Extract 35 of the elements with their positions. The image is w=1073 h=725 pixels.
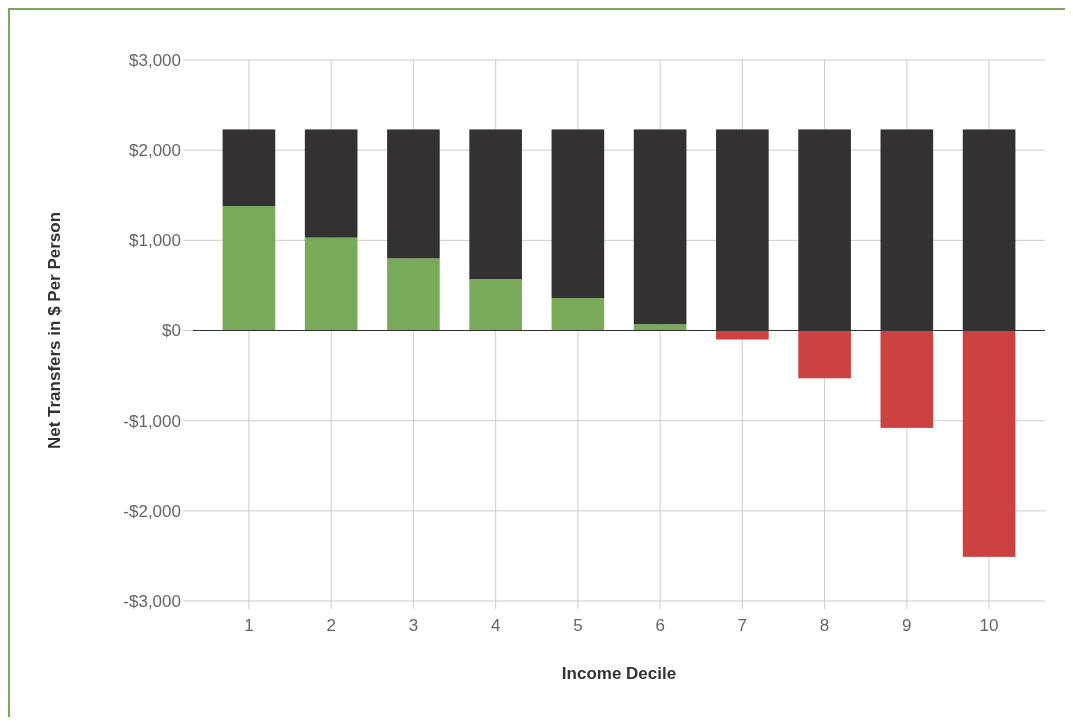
bar	[222, 206, 276, 331]
y-axis-title: Net Transfers in $ Per Person	[45, 211, 64, 450]
x-tick-label: 7	[737, 616, 748, 635]
bar	[798, 330, 851, 379]
x-tick-label: 5	[573, 616, 583, 635]
y-tick-label: -$2,000	[123, 501, 181, 521]
x-tick-label: 10	[979, 616, 999, 635]
bar	[551, 129, 605, 299]
bar	[633, 129, 687, 325]
y-tick-label: -$1,000	[123, 411, 181, 431]
bar	[880, 330, 934, 428]
x-tick-label: 3	[408, 616, 419, 635]
y-tick-label: $3,000	[129, 50, 181, 70]
bar	[551, 298, 605, 331]
y-tick-label: $0	[162, 321, 181, 341]
y-tick-label: -$3,000	[123, 591, 181, 611]
x-tick-label: 8	[819, 616, 830, 635]
x-tick-label: 2	[326, 616, 336, 635]
x-tick-label: 1	[244, 616, 254, 635]
x-tick-label: 4	[490, 616, 501, 635]
bar	[633, 324, 687, 331]
bar	[304, 129, 358, 238]
x-tick-label: 6	[655, 616, 665, 635]
bar	[469, 129, 522, 280]
bar	[387, 258, 440, 331]
bar	[387, 129, 440, 259]
bar	[469, 279, 522, 331]
bar	[962, 330, 1016, 557]
x-axis-title: Income Decile	[561, 664, 677, 683]
y-tick-label: $1,000	[129, 231, 181, 251]
bar	[222, 129, 276, 207]
y-tick-label: $2,000	[129, 141, 181, 161]
bar	[716, 330, 769, 340]
bar	[304, 237, 358, 331]
x-tick-label: 9	[902, 616, 912, 635]
